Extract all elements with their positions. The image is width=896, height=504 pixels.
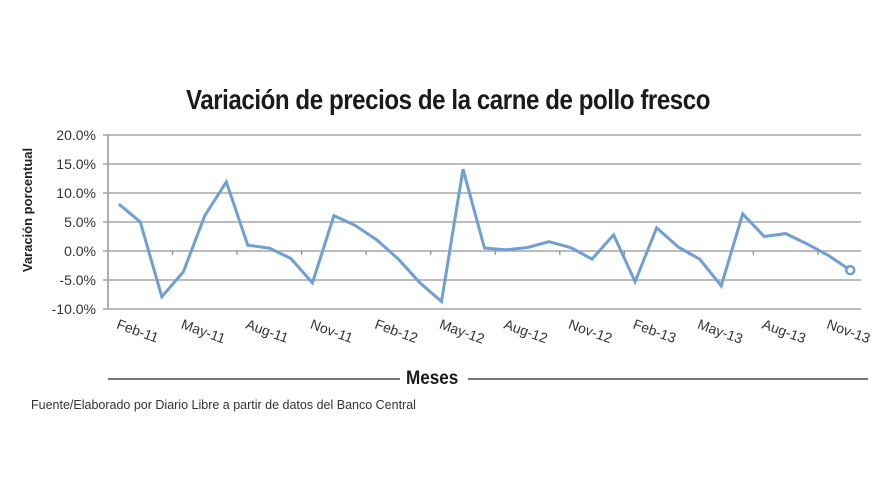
x-tick-label: Feb-13 [631, 316, 678, 346]
y-tick-label: 15.0% [56, 156, 96, 172]
y-tick-label: 5.0% [64, 214, 96, 230]
y-tick-label: 10.0% [56, 185, 96, 201]
axes [107, 135, 819, 309]
x-tick-label: Aug-12 [502, 316, 550, 347]
x-tick-label: Feb-12 [373, 316, 420, 346]
x-tick-label: Nov-12 [567, 316, 615, 347]
x-axis-tick-labels: Feb-11 May-11 Aug-11 Nov-11 Feb-12 May-12 Aug-… [115, 316, 873, 347]
x-tick-label: May-13 [696, 316, 746, 347]
source-note: Fuente/Elaborado por Diario Libre a part… [31, 398, 416, 412]
last-point-marker [844, 264, 856, 276]
chart-title: Variación de precios de la carne de poll… [185, 84, 711, 115]
x-tick-label: Aug-13 [760, 316, 808, 347]
x-axis-title-rule-right [468, 378, 868, 380]
y-tick-label: -5.0% [59, 272, 96, 288]
y-tick-label: -10.0% [52, 301, 96, 317]
series-line [117, 168, 852, 305]
x-axis-title-rule-left [108, 378, 400, 380]
x-tick-label: Aug-11 [244, 316, 291, 346]
data-series [117, 168, 856, 305]
y-tick-label: 0.0% [64, 243, 96, 259]
x-tick-label: May-11 [179, 316, 228, 347]
x-tick-label: May-12 [437, 316, 487, 347]
y-tick-label: 20.0% [56, 127, 96, 143]
x-tick-label: Feb-11 [115, 316, 161, 346]
x-axis-title-row: Meses [108, 368, 868, 390]
gridlines [103, 134, 861, 310]
x-tick-label: Nov-11 [308, 316, 355, 346]
y-axis-tick-labels: -10.0% -5.0% 0.0% 5.0% 10.0% 15.0% 20.0% [52, 127, 96, 317]
x-axis-title: Meses [406, 368, 459, 389]
x-tick-label: Nov-13 [825, 316, 873, 347]
